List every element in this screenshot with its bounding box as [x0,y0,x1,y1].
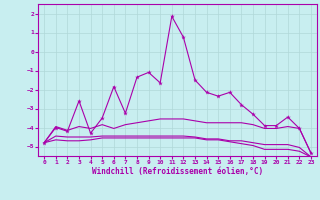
X-axis label: Windchill (Refroidissement éolien,°C): Windchill (Refroidissement éolien,°C) [92,167,263,176]
